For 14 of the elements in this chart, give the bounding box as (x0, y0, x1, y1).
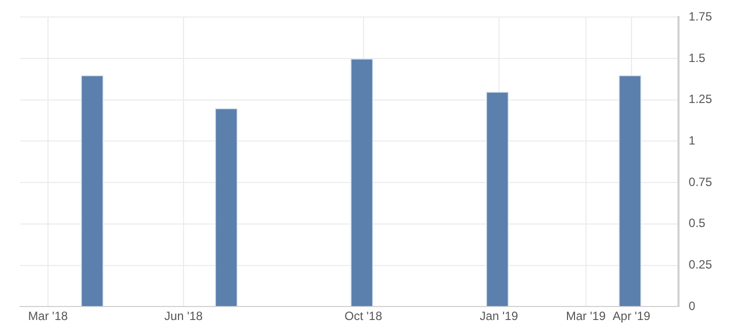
x-tick-label: Mar '19 (566, 309, 606, 324)
y-tick-label: 1 (688, 134, 696, 148)
y-tick-label: 0.5 (688, 216, 706, 230)
y-tick-label: 0 (688, 298, 696, 313)
x-tick-label: Mar '18 (28, 309, 68, 324)
y-tick-label: 1.5 (688, 50, 706, 65)
x-tick-label: Apr '19 (612, 309, 651, 324)
x-tick-label: Jun '18 (164, 309, 204, 324)
y-tick-label: 0.75 (688, 174, 712, 189)
y-tick-label: 1.75 (688, 10, 712, 24)
y-tick-label: 0.25 (688, 258, 712, 272)
y-tick-label: 1.25 (688, 92, 712, 106)
x-tick-label: Oct '18 (344, 309, 382, 324)
x-tick-label: Jan '19 (480, 309, 518, 324)
